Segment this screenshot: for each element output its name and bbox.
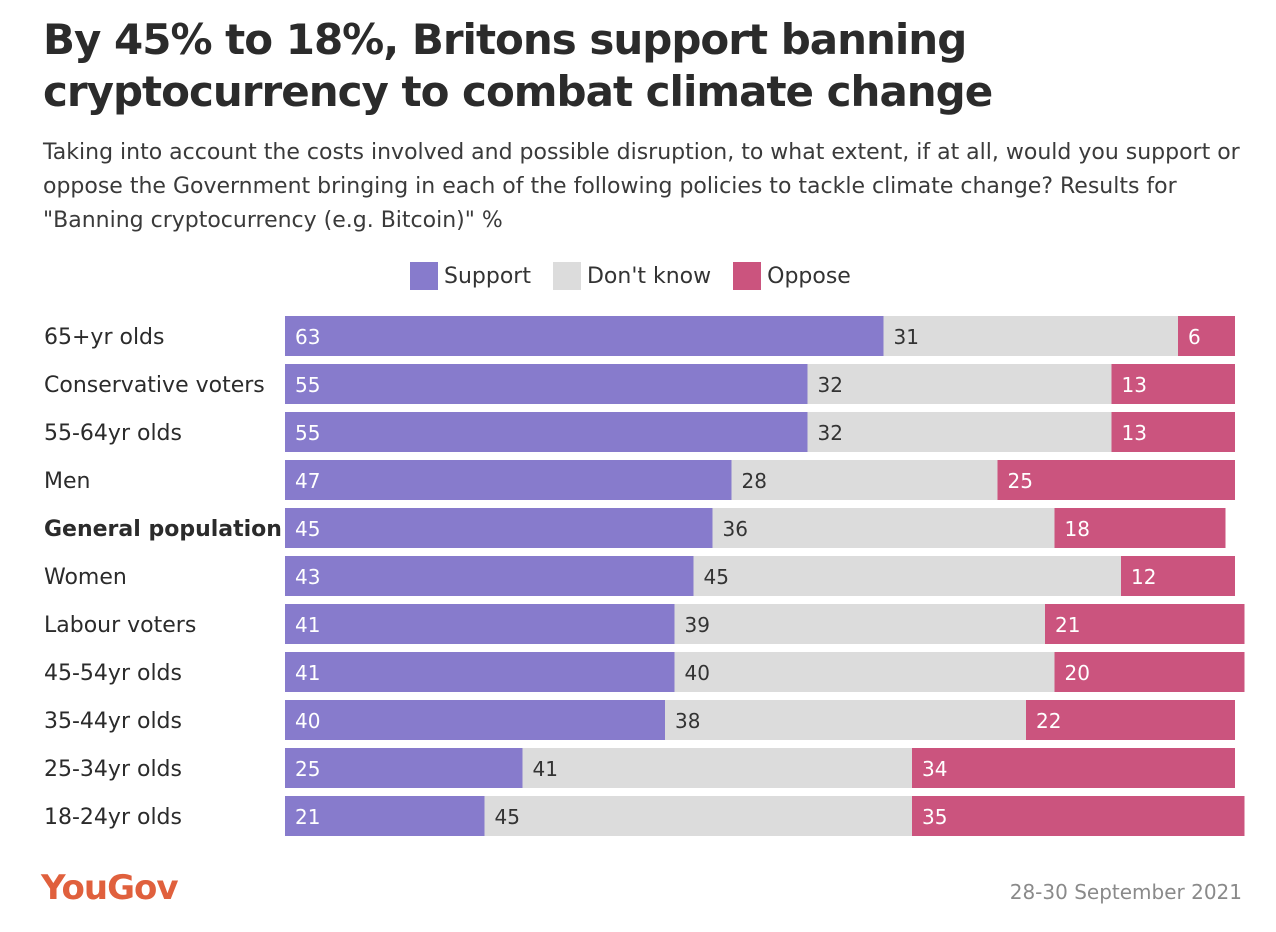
bar-oppose-women (1121, 556, 1235, 596)
bar-oppose-25-34yr-olds (912, 748, 1235, 788)
value-label-don-t-know-men: 28 (742, 469, 767, 493)
value-label-support-women: 43 (295, 565, 320, 589)
value-label-support-25-34yr-olds: 25 (295, 757, 320, 781)
legend-label-support: Support (444, 263, 531, 289)
value-label-don-t-know-25-34yr-olds: 41 (533, 757, 558, 781)
value-label-oppose-45-54yr-olds: 20 (1065, 661, 1090, 685)
value-label-support-men: 47 (295, 469, 320, 493)
yougov-logo: YouGov (41, 868, 178, 908)
bar-oppose-general-population (1054, 508, 1226, 548)
legend-swatch-dont-know (552, 262, 581, 290)
category-label-18-24yr-olds: 18-24yr olds (44, 805, 182, 830)
category-label-labour-voters: Labour voters (44, 613, 196, 638)
value-label-oppose-women: 12 (1131, 565, 1156, 589)
value-label-don-t-know-65-yr-olds: 31 (894, 325, 919, 349)
value-label-oppose-labour-voters: 21 (1055, 613, 1080, 637)
bar-don-t-know-conservative-voters (807, 364, 1112, 404)
bar-support-25-34yr-olds (285, 748, 523, 788)
bar-don-t-know-men (731, 460, 998, 500)
value-label-don-t-know-conservative-voters: 32 (818, 373, 843, 397)
legend-swatch-support (410, 262, 438, 290)
bar-oppose-55-64yr-olds (1111, 412, 1235, 452)
value-label-oppose-general-population: 18 (1065, 517, 1090, 541)
bar-oppose-65-yr-olds (1178, 316, 1235, 356)
value-label-support-65-yr-olds: 63 (295, 325, 320, 349)
bar-don-t-know-55-64yr-olds (807, 412, 1112, 452)
value-label-oppose-conservative-voters: 13 (1122, 373, 1147, 397)
bar-support-labour-voters (285, 604, 675, 644)
value-label-don-t-know-45-54yr-olds: 40 (685, 661, 710, 685)
category-label-55-64yr-olds: 55-64yr olds (44, 421, 182, 446)
legend-item-dont-know: Don't know (552, 262, 712, 290)
legend-item-oppose: Oppose (733, 262, 851, 290)
value-label-oppose-men: 25 (1008, 469, 1033, 493)
bar-don-t-know-45-54yr-olds (674, 652, 1055, 692)
value-label-support-general-population: 45 (295, 517, 320, 541)
value-label-oppose-35-44yr-olds: 22 (1036, 709, 1061, 733)
value-label-don-t-know-18-24yr-olds: 45 (495, 805, 520, 829)
chart-subtitle: Taking into account the costs involved a… (43, 140, 1240, 233)
bar-don-t-know-general-population (712, 508, 1055, 548)
bar-don-t-know-65-yr-olds (883, 316, 1178, 356)
bar-oppose-labour-voters (1045, 604, 1245, 644)
value-label-support-conservative-voters: 55 (295, 373, 320, 397)
bar-oppose-35-44yr-olds (1026, 700, 1235, 740)
value-label-support-35-44yr-olds: 40 (295, 709, 320, 733)
value-label-support-45-54yr-olds: 41 (295, 661, 320, 685)
value-label-support-labour-voters: 41 (295, 613, 320, 637)
category-label-45-54yr-olds: 45-54yr olds (44, 661, 182, 686)
bar-support-45-54yr-olds (285, 652, 675, 692)
bar-support-general-population (285, 508, 713, 548)
category-label-general-population: General population (44, 517, 282, 542)
value-label-support-18-24yr-olds: 21 (295, 805, 320, 829)
legend-item-support: Support (410, 262, 531, 290)
legend-swatch-oppose (733, 262, 762, 290)
bar-oppose-45-54yr-olds (1054, 652, 1245, 692)
value-label-oppose-25-34yr-olds: 34 (922, 757, 947, 781)
value-label-don-t-know-55-64yr-olds: 32 (818, 421, 843, 445)
legend-label-oppose: Oppose (767, 263, 851, 289)
bar-support-18-24yr-olds (285, 796, 485, 836)
category-label-25-34yr-olds: 25-34yr olds (44, 757, 182, 782)
category-label-65-yr-olds: 65+yr olds (44, 325, 164, 350)
value-label-oppose-55-64yr-olds: 13 (1122, 421, 1147, 445)
bar-don-t-know-labour-voters (674, 604, 1045, 644)
value-label-don-t-know-general-population: 36 (723, 517, 748, 541)
bar-support-65-yr-olds (285, 316, 884, 356)
bar-don-t-know-35-44yr-olds (665, 700, 1026, 740)
value-label-don-t-know-women: 45 (704, 565, 729, 589)
value-label-don-t-know-35-44yr-olds: 38 (675, 709, 700, 733)
bar-oppose-18-24yr-olds (912, 796, 1245, 836)
bar-support-men (285, 460, 732, 500)
bar-oppose-men (997, 460, 1235, 500)
value-label-don-t-know-labour-voters: 39 (685, 613, 710, 637)
value-label-oppose-65-yr-olds: 6 (1188, 325, 1201, 349)
bar-support-women (285, 556, 694, 596)
value-label-oppose-18-24yr-olds: 35 (922, 805, 947, 829)
category-label-conservative-voters: Conservative voters (44, 373, 265, 398)
category-label-women: Women (44, 565, 127, 590)
category-label-35-44yr-olds: 35-44yr olds (44, 709, 182, 734)
bar-support-35-44yr-olds (285, 700, 665, 740)
bar-support-55-64yr-olds (285, 412, 808, 452)
bar-don-t-know-25-34yr-olds (522, 748, 912, 788)
bar-support-conservative-voters (285, 364, 808, 404)
value-label-support-55-64yr-olds: 55 (295, 421, 320, 445)
bar-oppose-conservative-voters (1111, 364, 1235, 404)
survey-date: 28-30 September 2021 (1009, 880, 1242, 904)
bar-don-t-know-18-24yr-olds (484, 796, 912, 836)
legend-label-dont-know: Don't know (586, 263, 712, 289)
bar-don-t-know-women (693, 556, 1121, 596)
legend: Support Don't know Oppose (410, 260, 873, 292)
chart-title: By 45% to 18%, Britons support banning c… (43, 15, 993, 116)
category-label-men: Men (44, 469, 90, 494)
